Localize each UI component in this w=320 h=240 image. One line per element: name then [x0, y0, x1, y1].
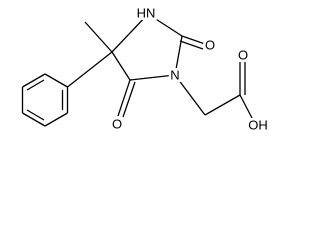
atom-label: HN — [137, 5, 156, 20]
atom-label: O — [238, 47, 248, 62]
bond — [239, 94, 253, 119]
bond — [147, 13, 183, 37]
bond — [174, 35, 183, 76]
bond — [111, 51, 131, 81]
bond — [84, 21, 113, 53]
atom-label: O — [205, 37, 215, 52]
bond — [67, 51, 113, 88]
bond — [122, 81, 136, 118]
bond — [111, 13, 149, 53]
structure: HN O N O O OH — [21, 5, 268, 133]
bond — [129, 74, 176, 81]
bond — [174, 74, 206, 116]
bond — [204, 94, 241, 116]
bond — [44, 73, 68, 88]
bond — [26, 79, 45, 91]
bond — [179, 40, 204, 50]
bond — [26, 109, 45, 121]
bond — [181, 35, 206, 45]
atom-label: N — [170, 67, 179, 82]
bond — [22, 73, 46, 88]
bond — [22, 112, 46, 127]
bonds — [21, 13, 253, 127]
atom-label: O — [112, 116, 122, 131]
atom-label: OH — [248, 117, 268, 132]
page: HN O N O O OH (() => { const data = JSON… — [21, 5, 268, 133]
bond — [117, 79, 131, 117]
bond — [44, 112, 68, 127]
